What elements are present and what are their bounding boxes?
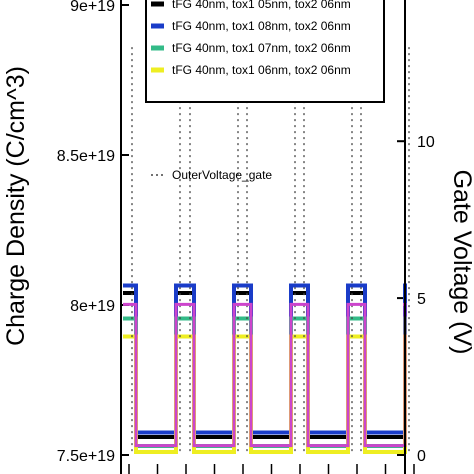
legend-label: tFG 40nm, tox1 07nm, tox2 06nm (172, 41, 351, 55)
legend-label: tFG 40nm, tox1 06nm, tox2 06nm (172, 63, 351, 77)
legend: tFG 40nm, tox1 05nm, tox2 06nm tFG 40nm, … (145, 0, 385, 182)
y-tick-label: 7.5e+19 (57, 448, 115, 465)
y2-axis-label: Gate Voltage (V) (448, 170, 474, 355)
y-tick-label: 8.5e+19 (57, 148, 115, 165)
y2-tick-label: 10 (417, 134, 435, 151)
y2-axis-ticks: 0 5 10 (397, 134, 435, 465)
legend-box (145, 0, 385, 103)
plot-area (123, 47, 410, 455)
series-line-5 (123, 302, 407, 448)
y-axis-ticks: 7.5e+19 8e+19 8.5e+19 9e+19 (57, 0, 415, 474)
y-tick-label: 8e+19 (70, 298, 115, 315)
y2-tick-label: 0 (417, 448, 426, 465)
legend-label: OuterVoltage_gate (172, 168, 272, 182)
y-tick-label: 9e+19 (70, 0, 115, 15)
y-axis-label: Charge Density (C/cm^3) (2, 66, 30, 346)
y2-tick-label: 5 (417, 291, 426, 308)
legend-label: tFG 40nm, tox1 08nm, tox2 06nm (172, 19, 351, 33)
series-line-1 (123, 283, 407, 435)
series-line-3 (123, 334, 407, 454)
series-line-0 (123, 291, 407, 439)
legend-label: tFG 40nm, tox1 05nm, tox2 06nm (172, 0, 351, 11)
